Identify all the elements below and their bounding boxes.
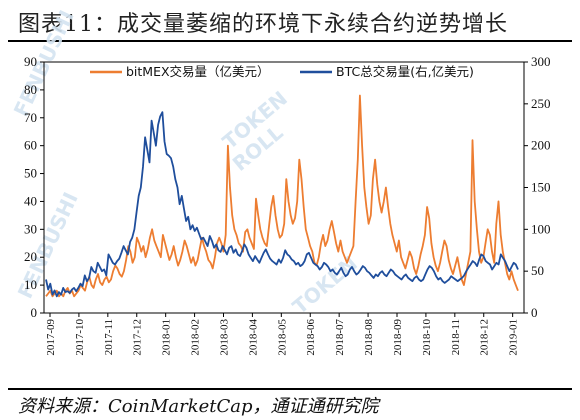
left-tick-label: 20 [24,249,37,264]
left-tick-label: 0 [31,305,38,320]
chart-title: 图表11：成交量萎缩的环境下永续合约逆势增长 [18,12,508,37]
x-tick-label: 2018-03 [218,319,230,356]
right-axis: 0 50 100 150 200 250 300 [524,54,551,320]
right-tick-label: 100 [531,221,551,236]
right-tick-label: 0 [531,305,538,320]
series-layer [45,94,519,298]
x-axis: 2017-09 2017-10 2017-11 2017-12 2018-01 2018-… [45,313,520,356]
legend-label-btc: BTC总交易量(右,亿美元) [336,64,474,79]
right-tick-label: 250 [531,96,551,111]
left-tick-label: 30 [24,221,37,236]
left-tick-label: 50 [24,166,37,181]
x-tick-label: 2018-05 [276,319,288,356]
x-tick-label: 2018-07 [334,319,346,356]
x-tick-label: 2017-11 [103,319,115,355]
left-tick-label: 80 [24,82,37,97]
left-tick-label: 60 [24,138,37,153]
x-tick-label: 2018-12 [479,319,491,356]
legend: bitMEX交易量（亿美元） BTC总交易量(右,亿美元) [90,64,474,79]
left-tick-label: 70 [24,110,37,125]
legend-label-bitmex: bitMEX交易量（亿美元） [126,64,270,79]
left-tick-label: 90 [24,54,37,69]
watermark: FENBUSHI FENBUSHI TOKEN ROLL TOKEN [9,7,362,319]
left-tick-label: 40 [24,193,37,208]
x-tick-label: 2019-01 [508,319,520,356]
left-axis: 0 10 20 30 40 50 60 70 80 90 [24,54,44,320]
x-tick-label: 2018-06 [305,319,317,356]
right-tick-label: 50 [531,263,544,278]
source-rule [8,388,572,390]
x-tick-label: 2018-04 [247,319,259,356]
watermark-token-2: TOKEN [288,251,362,319]
x-tick-label: 2017-10 [74,319,86,356]
x-tick-label: 2017-12 [132,319,144,356]
x-tick-label: 2018-09 [392,319,404,356]
left-tick-label: 10 [24,277,37,292]
series-line-bitmex [45,94,519,298]
right-tick-label: 300 [531,54,551,69]
x-tick-label: 2018-08 [363,319,375,356]
x-tick-label: 2018-01 [161,319,173,356]
x-tick-label: 2017-09 [45,319,57,356]
series-line-btc [45,111,519,298]
source-note: 资料来源：CoinMarketCap，通证通研究院 [18,396,379,417]
right-tick-label: 200 [531,138,551,153]
title-rule [8,40,572,42]
x-tick-label: 2018-10 [421,319,433,356]
x-tick-label: 2018-02 [190,319,202,356]
right-tick-label: 150 [531,180,551,195]
x-tick-label: 2018-11 [450,319,462,355]
